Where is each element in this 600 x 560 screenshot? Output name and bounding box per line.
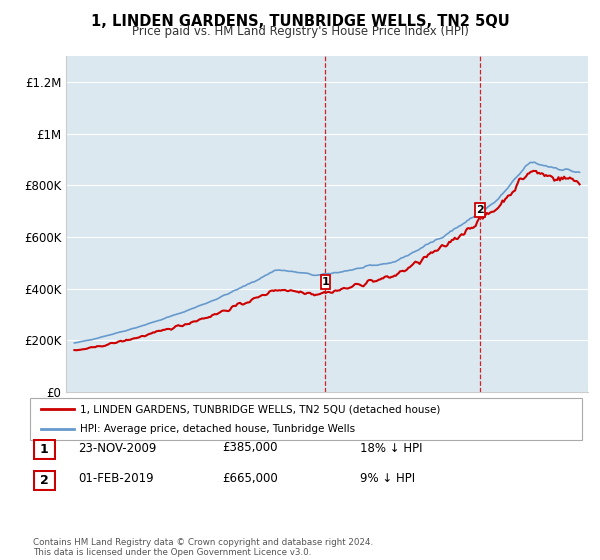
- Text: 23-NOV-2009: 23-NOV-2009: [78, 441, 157, 455]
- FancyBboxPatch shape: [34, 440, 55, 459]
- Text: HPI: Average price, detached house, Tunbridge Wells: HPI: Average price, detached house, Tunb…: [80, 424, 355, 434]
- Text: 2: 2: [40, 474, 49, 487]
- Text: 01-FEB-2019: 01-FEB-2019: [78, 472, 154, 486]
- Text: 18% ↓ HPI: 18% ↓ HPI: [360, 441, 422, 455]
- Text: Price paid vs. HM Land Registry's House Price Index (HPI): Price paid vs. HM Land Registry's House …: [131, 25, 469, 38]
- FancyBboxPatch shape: [34, 471, 55, 490]
- Text: 1, LINDEN GARDENS, TUNBRIDGE WELLS, TN2 5QU: 1, LINDEN GARDENS, TUNBRIDGE WELLS, TN2 …: [91, 14, 509, 29]
- Text: 9% ↓ HPI: 9% ↓ HPI: [360, 472, 415, 486]
- Text: £665,000: £665,000: [222, 472, 278, 486]
- Text: 1: 1: [322, 277, 329, 287]
- Text: 2: 2: [476, 205, 484, 215]
- Text: £385,000: £385,000: [222, 441, 277, 455]
- FancyBboxPatch shape: [320, 275, 330, 290]
- FancyBboxPatch shape: [475, 203, 485, 217]
- FancyBboxPatch shape: [30, 398, 582, 440]
- Text: 1: 1: [40, 443, 49, 456]
- Text: 1, LINDEN GARDENS, TUNBRIDGE WELLS, TN2 5QU (detached house): 1, LINDEN GARDENS, TUNBRIDGE WELLS, TN2 …: [80, 404, 440, 414]
- Text: Contains HM Land Registry data © Crown copyright and database right 2024.
This d: Contains HM Land Registry data © Crown c…: [33, 538, 373, 557]
